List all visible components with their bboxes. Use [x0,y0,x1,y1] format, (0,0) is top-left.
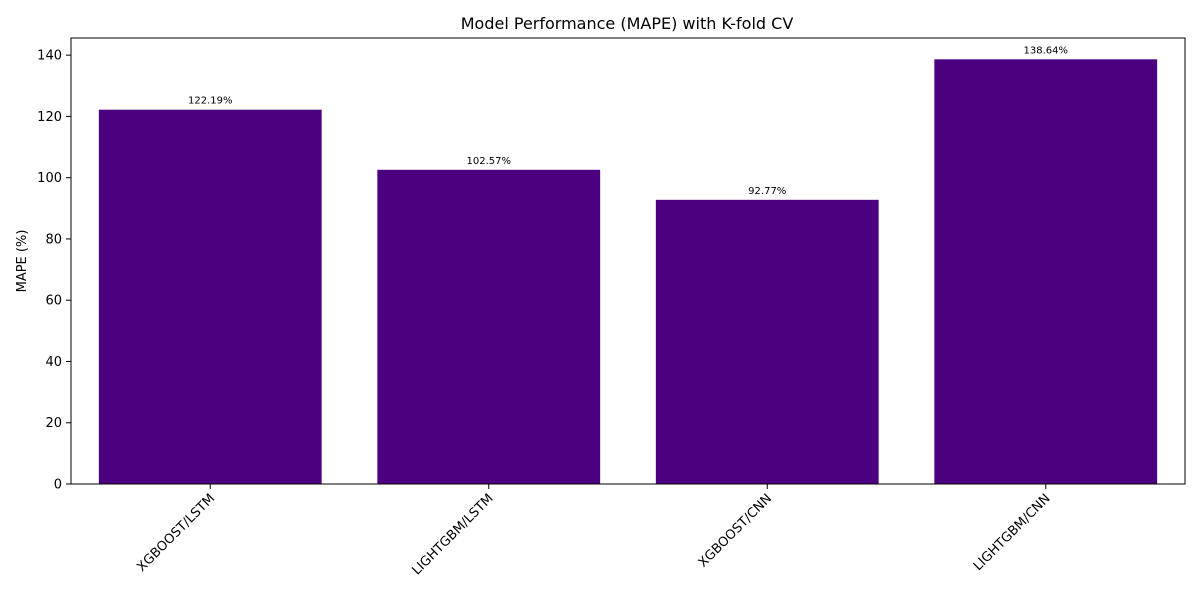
y-tick-label-0: 0 [54,478,62,493]
y-tick-label-4: 80 [45,232,62,247]
data-label-1: 102.57% [467,156,512,167]
y-axis-label: MAPE (%) [15,230,30,293]
data-label-2: 92.77% [748,186,786,197]
bar-2 [655,199,879,484]
y-tick-label-3: 60 [45,294,62,309]
x-tick-label-0: XGBOOST/LSTM [134,491,218,575]
y-tick-label-5: 100 [37,171,62,186]
bar-3 [934,59,1158,485]
bars-group [98,59,1158,485]
data-label-3: 138.64% [1024,45,1069,56]
y-tick-label-2: 40 [45,355,62,370]
y-tick-label-1: 20 [45,416,62,431]
y-tick-label-7: 140 [37,49,62,64]
data-label-0: 122.19% [188,96,233,107]
bar-0 [98,109,322,485]
y-axis-ticks: 0 20 40 60 80 100 120 140 [37,49,71,493]
bar-1 [377,169,601,484]
x-tick-label-2: XGBOOST/CNN [696,491,775,570]
x-tick-label-3: LIGHTGBM/CNN [971,491,1054,574]
plot-area-frame [70,37,1186,485]
chart-title: Model Performance (MAPE) with K-fold CV [461,14,794,33]
x-axis-ticks: XGBOOST/LSTM LIGHTGBM/LSTM XGBOOST/CNN LIGH… [134,484,1054,578]
data-labels-group: 122.19% 102.57% 92.77% 138.64% [188,45,1068,197]
x-tick-label-1: LIGHTGBM/LSTM [410,491,497,578]
y-tick-label-6: 120 [37,110,62,125]
